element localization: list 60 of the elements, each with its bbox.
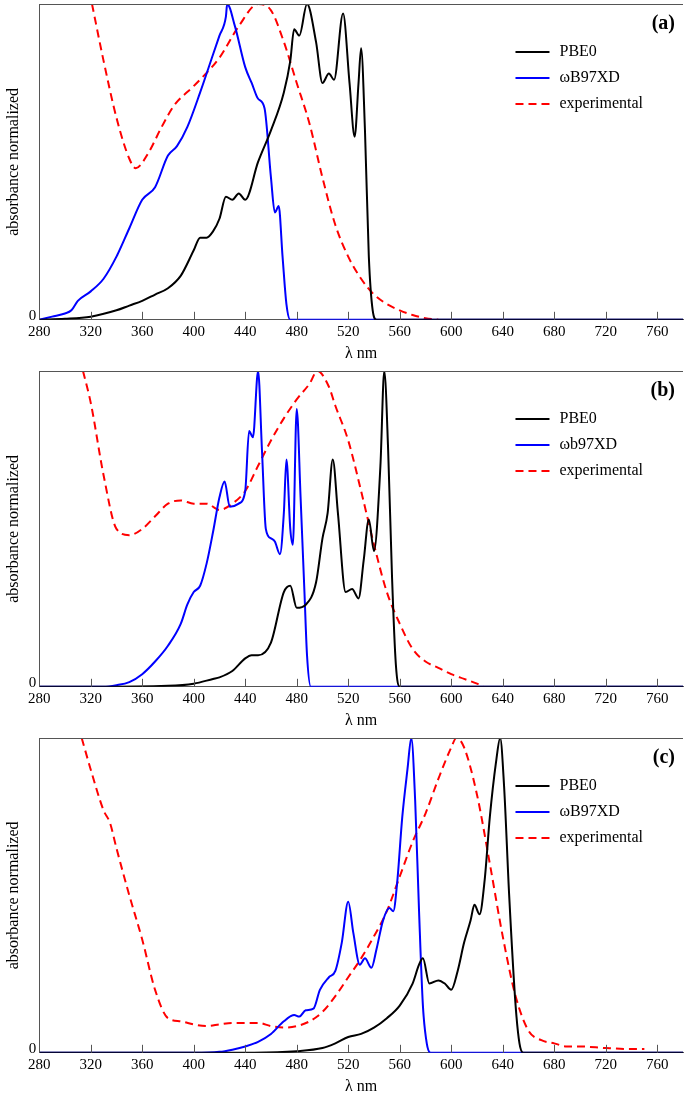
x-tick-label: 320 (79, 1055, 102, 1072)
x-axis-title: λ nm (345, 1076, 378, 1094)
y-axis-title: absorbance normalized (3, 454, 21, 603)
annotation: (a) (651, 11, 675, 35)
y-axis-title: absorbance normalized (3, 87, 21, 236)
x-tick-label: 760 (646, 322, 669, 339)
text: 0 (28, 306, 37, 323)
x-tick-label: 360 (130, 689, 154, 706)
x-tick-label: 520 (336, 689, 360, 706)
x-tick-label: 400 (182, 1055, 205, 1072)
y-axis-title: absorbance normalized (3, 821, 21, 970)
legend-label: ωb97XD (559, 435, 618, 453)
x-tick-label: 640 (491, 322, 514, 339)
x-tick-label: 680 (542, 1055, 566, 1072)
legend-label: experimental (559, 828, 644, 847)
x-tick-label: 360 (130, 1055, 154, 1072)
x-tick-label: 280 (27, 1055, 51, 1072)
x-tick-label: 440 (233, 322, 257, 339)
x-tick-label: 400 (182, 689, 205, 706)
x-tick-label: 720 (594, 322, 617, 339)
x-tick-label: 520 (336, 322, 360, 339)
x-tick-label: 480 (285, 689, 308, 706)
text: 0 (28, 1039, 37, 1056)
legend-label: experimental (559, 461, 644, 480)
legend-label: ωB97XD (559, 802, 620, 820)
x-tick-label: 600 (439, 322, 463, 339)
legend-label: PBE0 (559, 42, 597, 60)
x-tick-label: 480 (285, 322, 308, 339)
x-tick-label: 440 (233, 1055, 257, 1072)
x-tick-label: 280 (27, 689, 51, 706)
x-tick-label: 760 (646, 1055, 669, 1072)
x-tick-label: 480 (285, 1055, 308, 1072)
x-axis-title: λ nm (345, 710, 378, 728)
x-tick-label: 280 (27, 322, 51, 339)
x-tick-label: 600 (439, 1055, 463, 1072)
x-axis-title: λ nm (345, 343, 378, 361)
x-tick-label: 400 (182, 322, 205, 339)
x-tick-label: 320 (79, 322, 102, 339)
x-tick-label: 560 (388, 689, 411, 706)
x-tick-label: 680 (542, 322, 566, 339)
x-tick-label: 560 (388, 1055, 411, 1072)
x-tick-label: 360 (130, 322, 154, 339)
annotation: (b) (650, 378, 675, 402)
annotation: (c) (652, 745, 675, 769)
legend-label: PBE0 (559, 409, 597, 427)
x-tick-label: 680 (542, 689, 566, 706)
x-tick-label: 560 (388, 322, 411, 339)
x-tick-label: 440 (233, 689, 257, 706)
text: 0 (28, 673, 37, 690)
legend-label: ωB97XD (559, 68, 620, 86)
x-tick-label: 720 (594, 1055, 617, 1072)
x-tick-label: 760 (646, 689, 669, 706)
x-tick-label: 720 (594, 689, 617, 706)
legend-label: PBE0 (559, 776, 597, 794)
x-tick-label: 520 (336, 1055, 360, 1072)
x-tick-label: 320 (79, 689, 102, 706)
legend-label: experimental (559, 94, 644, 113)
x-tick-label: 640 (491, 689, 514, 706)
x-tick-label: 600 (439, 689, 463, 706)
x-tick-label: 640 (491, 1055, 514, 1072)
